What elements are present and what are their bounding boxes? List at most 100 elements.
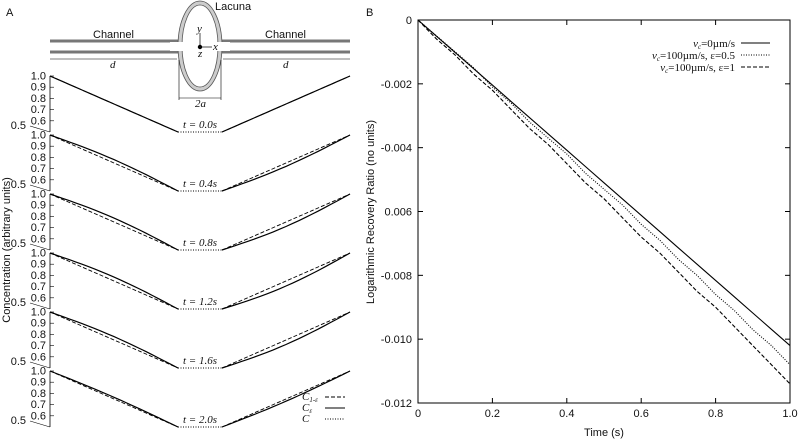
y-tick-label: 0.5	[11, 297, 26, 309]
x-tick-label: 1.0	[782, 408, 797, 420]
c-1-eps-curve-right	[221, 370, 351, 428]
y-tick-label: 0.7	[31, 163, 46, 175]
axis-z-label: z	[197, 48, 203, 60]
x-tick-label: 0.4	[559, 408, 574, 420]
time-label: t = 0.4s	[183, 178, 217, 190]
y-tick-leader	[29, 361, 51, 369]
d-label-right: d	[283, 59, 289, 71]
legend-b-label: vc=100µm/s, ε=0.5	[652, 50, 736, 63]
legend-rest: =0µm/s	[701, 38, 735, 50]
series-line-dashed	[417, 19, 791, 385]
y-tick-label: 1.0	[31, 189, 46, 201]
2a-label: 2a	[195, 98, 207, 110]
c-eps-curve-left	[49, 75, 179, 133]
legend-subscript: 1-ε	[309, 396, 318, 404]
legend-a-label: C	[302, 413, 310, 425]
c-1-eps-curve-left	[49, 193, 179, 251]
axis-y-label: y	[196, 23, 202, 35]
legend-symbol: C	[302, 391, 310, 403]
x-tick-label: 0.8	[708, 408, 723, 420]
c-1-eps-curve-right	[221, 252, 351, 310]
y-tick-label: -0.010	[381, 334, 412, 346]
y-tick-label: 0.7	[31, 340, 46, 352]
c-eps-curve-right	[221, 252, 351, 310]
time-label: t = 0.0s	[183, 119, 217, 131]
b-x-axis-label: Time (s)	[584, 427, 624, 439]
c-eps-curve-right	[221, 75, 351, 133]
c-eps-curve-right	[221, 134, 351, 192]
y-tick-label: 0.9	[31, 141, 46, 153]
c-1-eps-curve-right	[221, 193, 351, 251]
time-label: t = 1.2s	[183, 296, 217, 308]
y-tick-label: 0.9	[31, 318, 46, 330]
y-tick-label: 0.006	[384, 207, 412, 219]
lacuna-label: Lacuna	[215, 1, 252, 13]
concentration-panel: 1.00.90.80.70.6 0.5 t = 0.4s	[11, 130, 351, 192]
y-tick-label: 1.0	[31, 307, 46, 319]
c-eps-curve-right	[221, 193, 351, 251]
y-tick-label: 0.8	[31, 329, 46, 341]
y-tick-leader	[29, 420, 51, 428]
concentration-panels: 1.00.90.80.70.60.5 t = 0.0s1.00.90.80.70.…	[11, 71, 351, 428]
c-1-eps-curve-left	[49, 252, 179, 310]
y-tick-label: 0.8	[31, 388, 46, 400]
lacuna-diagram: y x z Lacuna Channel Channel d d 2a	[50, 0, 350, 110]
y-tick-label: 0.9	[31, 377, 46, 389]
panel-label-a: A	[6, 7, 14, 19]
channel-label-left: Channel	[93, 29, 134, 41]
y-tick-label: 0.6	[31, 410, 46, 422]
legend-symbol: C	[302, 413, 310, 425]
y-tick-leader	[29, 184, 51, 192]
plot-frame	[417, 19, 791, 404]
y-tick-leader	[29, 302, 51, 310]
legend-symbol: C	[302, 402, 310, 414]
y-tick-label: 0.5	[11, 415, 26, 427]
concentration-panel: 1.00.90.80.70.6 0.5 t = 0.0s	[11, 71, 351, 133]
legend-b-label: vc=0µm/s	[693, 38, 735, 51]
y-tick-label: 0.7	[31, 281, 46, 293]
x-tick-label: 0.6	[634, 408, 649, 420]
legend-sub: c	[698, 43, 702, 51]
axis-x-label: x	[212, 41, 218, 53]
y-tick-label: 1.0	[31, 366, 46, 378]
legend-a-label: C1-ε	[302, 391, 318, 404]
y-tick-label: 0.7	[31, 104, 46, 116]
c-1-eps-curve-right	[221, 134, 351, 192]
y-tick-label: 0.7	[31, 222, 46, 234]
concentration-panel: 1.00.90.80.70.6 0.5 t = 1.6s	[11, 307, 351, 369]
y-tick-label: 0.5	[11, 238, 26, 250]
c-1-eps-curve-right	[221, 311, 351, 369]
y-tick-label: 0.8	[31, 211, 46, 223]
legend-rest: =100µm/s, ε=1	[668, 62, 735, 74]
c-eps-curve-left	[49, 370, 179, 428]
y-tick-label: 1.0	[31, 130, 46, 142]
y-tick-label: 0.6	[31, 292, 46, 304]
c-eps-curve-left	[49, 134, 179, 192]
y-tick-label: 0	[406, 15, 412, 27]
c-1-eps-curve-left	[49, 134, 179, 192]
y-tick-label: 0.5	[11, 120, 26, 132]
c-eps-curve-left	[49, 252, 179, 310]
y-tick-label: -0.002	[381, 79, 412, 91]
legend-v: v	[693, 38, 698, 50]
time-label: t = 1.6s	[183, 355, 217, 367]
y-tick-label: 0.6	[31, 115, 46, 127]
y-tick-label: -0.012	[381, 398, 412, 410]
recovery-chart: 0 0.2 0.4 0.6 0.8 1.0 0 -0.002 -0.004 0.006 -0.008…	[381, 15, 798, 420]
legend-subscript: ε	[309, 407, 312, 415]
legend-a-label: Cε	[302, 402, 312, 415]
c-eps-curve-right	[221, 370, 351, 428]
y-tick-label: 0.9	[31, 259, 46, 271]
y-tick-label: 0.9	[31, 82, 46, 94]
legend-sub: c	[665, 67, 669, 75]
time-label: t = 2.0s	[183, 414, 217, 426]
c-eps-curve-left	[49, 193, 179, 251]
y-tick-label: 0.8	[31, 152, 46, 164]
c-eps-curve-right	[221, 311, 351, 369]
concentration-panel: 1.00.90.80.70.6 0.5 t = 1.2s	[11, 248, 351, 310]
y-tick-label: 1.0	[31, 71, 46, 83]
y-tick-label: 0.6	[31, 351, 46, 363]
legend-rest: =100µm/s, ε=0.5	[660, 50, 736, 62]
